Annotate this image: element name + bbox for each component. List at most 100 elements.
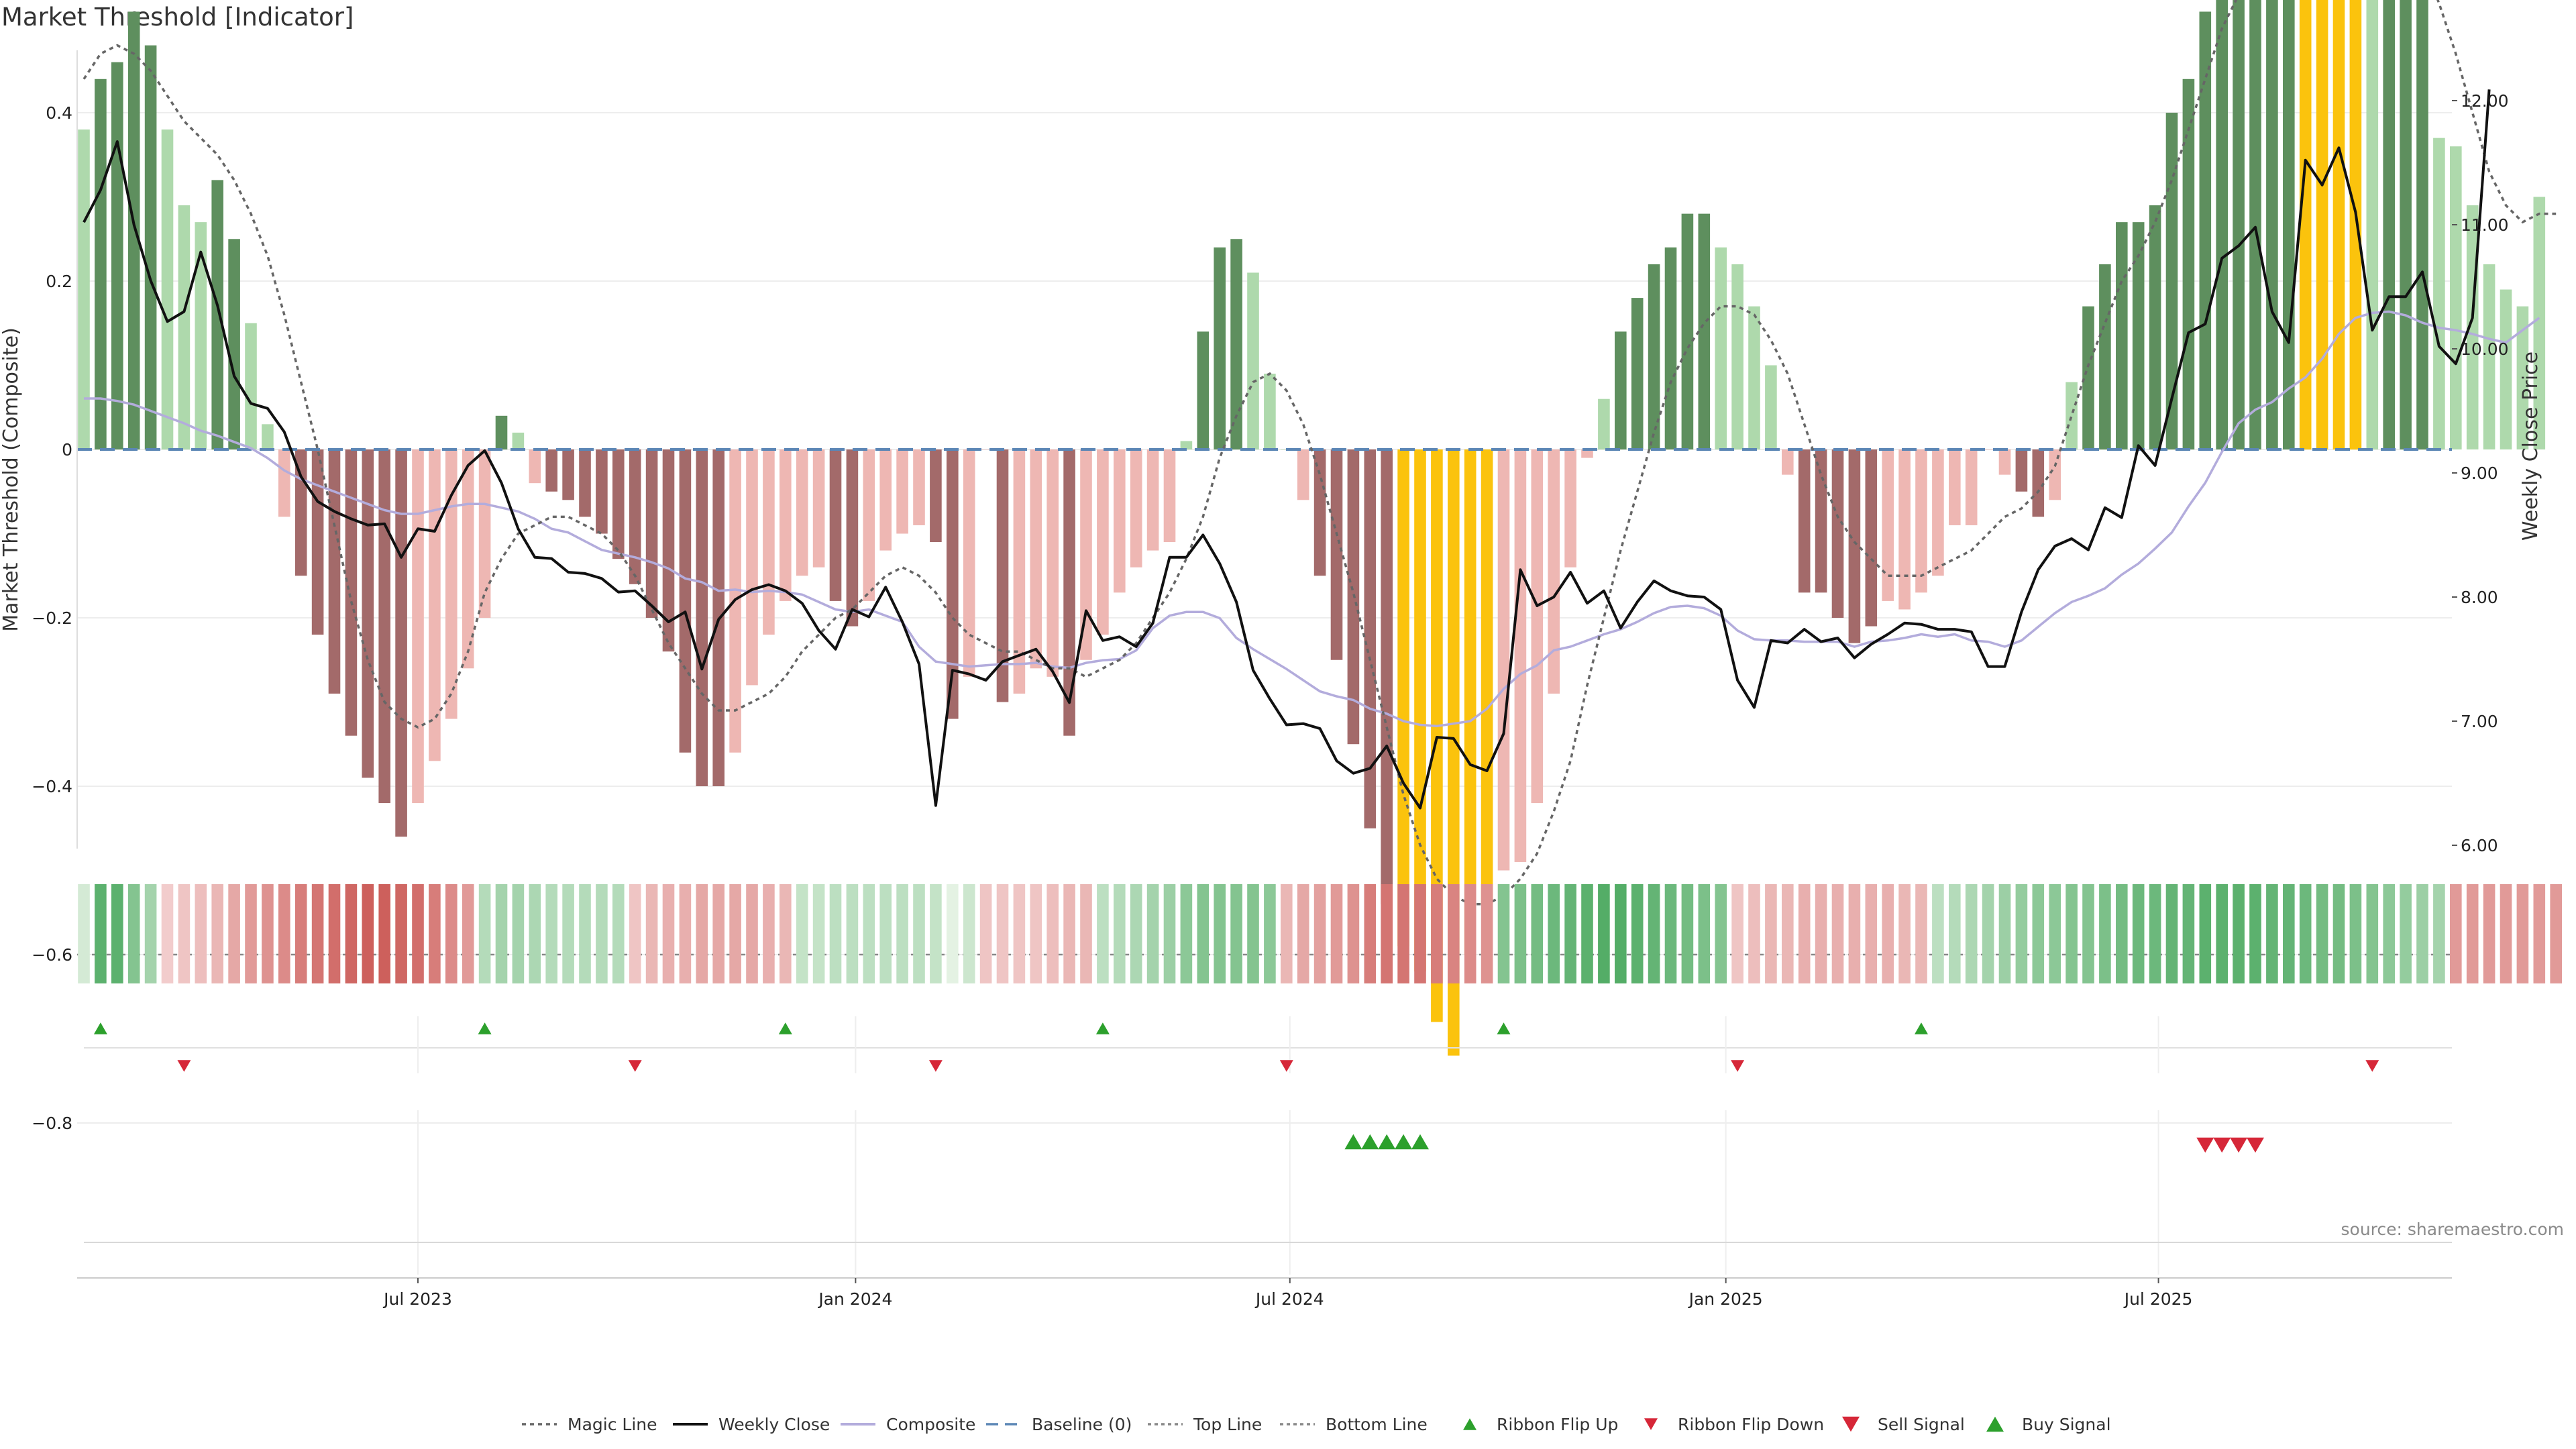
legend-entry: Ribbon Flip Down bbox=[1678, 1415, 1824, 1434]
ribbon-cell bbox=[896, 884, 908, 983]
composite-bar bbox=[1330, 449, 1343, 660]
composite-bar bbox=[2450, 146, 2462, 449]
ribbon-cell bbox=[2099, 884, 2111, 983]
composite-bar bbox=[495, 415, 508, 449]
y-tick-label: −0.2 bbox=[32, 608, 72, 628]
y-axis-label: Market Threshold (Composite) bbox=[0, 327, 23, 632]
ribbon-cell bbox=[462, 884, 474, 983]
composite-bar bbox=[947, 449, 959, 719]
legend-swatch bbox=[1986, 1416, 2004, 1432]
composite-bar bbox=[1882, 449, 1894, 601]
ribbon-cell bbox=[1815, 884, 1827, 983]
ribbon-cell bbox=[579, 884, 591, 983]
composite-bar bbox=[2082, 306, 2094, 449]
composite-bars bbox=[78, 0, 2546, 1056]
ribbon-cell bbox=[2516, 884, 2529, 983]
ribbon-cell bbox=[645, 884, 658, 983]
ribbon-cell bbox=[1681, 884, 1694, 983]
ribbon-cell bbox=[812, 884, 825, 983]
ribbon-cell bbox=[2500, 884, 2512, 983]
composite-bar bbox=[545, 449, 557, 492]
ribbon-cell bbox=[679, 884, 692, 983]
ribbon-cell bbox=[144, 884, 157, 983]
ribbon-cell bbox=[1798, 884, 1811, 983]
ribbon-cell bbox=[763, 884, 775, 983]
ribbon-cell bbox=[746, 884, 758, 983]
ribbon-cell bbox=[2249, 884, 2261, 983]
ribbon-cell bbox=[1180, 884, 1193, 983]
ribbon-cell bbox=[1949, 884, 1961, 983]
ribbon-cell bbox=[1364, 884, 1377, 983]
composite-bar bbox=[1414, 449, 1426, 972]
ribbon-cell bbox=[1080, 884, 1092, 983]
composite-bar bbox=[1013, 449, 1026, 694]
composite-bar bbox=[1464, 449, 1477, 955]
composite-bar bbox=[2032, 449, 2045, 517]
composite-bar bbox=[2199, 11, 2212, 449]
composite-bar bbox=[612, 449, 625, 559]
ribbon-cell bbox=[95, 884, 107, 983]
ribbon-cell bbox=[1381, 884, 1393, 983]
ribbon-cell bbox=[1548, 884, 1560, 983]
ribbon-flip-up-marker bbox=[1497, 1022, 1511, 1034]
composite-bar bbox=[278, 449, 290, 517]
ribbon-cell bbox=[328, 884, 341, 983]
composite-bar bbox=[2116, 222, 2128, 449]
composite-bar bbox=[1598, 398, 1610, 449]
composite-bar bbox=[596, 449, 608, 534]
composite-bar bbox=[1698, 213, 1711, 449]
ribbon-cell bbox=[195, 884, 207, 983]
ribbon-cell bbox=[1848, 884, 1861, 983]
ribbon-flip-down-marker bbox=[1731, 1060, 1745, 1072]
composite-bar bbox=[1815, 449, 1827, 593]
buy-signal-marker bbox=[1361, 1134, 1379, 1150]
ribbon-cell bbox=[1097, 884, 1109, 983]
axes: 0.80.60.40.20−0.2−0.4−0.6−0.812.0011.001… bbox=[32, 50, 2509, 1133]
composite-bar bbox=[345, 449, 358, 736]
ribbon-cell bbox=[1330, 884, 1343, 983]
ribbon-cell bbox=[78, 884, 90, 983]
y2-tick-label: 7.00 bbox=[2461, 712, 2498, 731]
ribbon-cell bbox=[1631, 884, 1644, 983]
composite-bar bbox=[2182, 78, 2195, 450]
ribbon-cell bbox=[278, 884, 290, 983]
ribbon-cell bbox=[2165, 884, 2178, 983]
ribbon-cell bbox=[1114, 884, 1126, 983]
composite-bar bbox=[1481, 449, 1493, 904]
composite-bar bbox=[1949, 449, 1961, 525]
composite-bar bbox=[2049, 449, 2061, 500]
composite-bar bbox=[2233, 0, 2245, 450]
chart-title: Market Threshold [Indicator] bbox=[1, 3, 354, 32]
composite-bar bbox=[863, 449, 875, 601]
y-tick-label: 0 bbox=[62, 440, 72, 460]
ribbon-cell bbox=[1230, 884, 1242, 983]
composite-bar bbox=[228, 239, 240, 449]
y2-tick-label: 10.00 bbox=[2461, 339, 2509, 359]
composite-bar bbox=[1998, 449, 2011, 475]
composite-bar bbox=[1381, 449, 1393, 904]
ribbon-cell bbox=[2466, 884, 2479, 983]
composite-bar bbox=[144, 45, 157, 450]
composite-bar bbox=[429, 449, 441, 761]
ribbon-cell bbox=[412, 884, 424, 983]
composite-bar bbox=[1982, 449, 1994, 450]
color-ribbon bbox=[78, 884, 2562, 983]
composite-bar bbox=[2383, 0, 2395, 450]
ribbon-cell bbox=[930, 884, 942, 983]
legend-entry: Top Line bbox=[1193, 1415, 1262, 1434]
y-tick-label: −0.4 bbox=[32, 777, 72, 796]
ribbon-cell bbox=[2199, 884, 2212, 983]
ribbon-cell bbox=[2233, 884, 2245, 983]
composite-bar bbox=[2366, 0, 2379, 449]
y2-tick-label: 8.00 bbox=[2461, 588, 2498, 607]
ribbon-cell bbox=[1448, 884, 1460, 983]
ribbon-cell bbox=[2182, 884, 2195, 983]
ribbon-cell bbox=[1581, 884, 1593, 983]
ribbon-flip-panel bbox=[84, 1016, 2452, 1073]
composite-bar bbox=[1264, 374, 1276, 449]
composite-bar bbox=[1497, 449, 1510, 871]
ribbon-cell bbox=[629, 884, 641, 983]
ribbon-cell bbox=[2149, 884, 2161, 983]
ribbon-cell bbox=[796, 884, 808, 983]
ribbon-cell bbox=[262, 884, 274, 983]
